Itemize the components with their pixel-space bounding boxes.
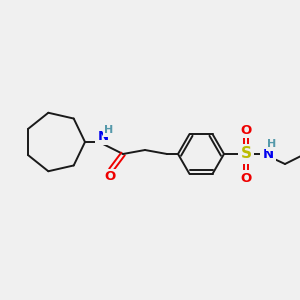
- Text: H: H: [104, 125, 114, 135]
- Text: N: N: [98, 130, 109, 143]
- Text: S: S: [241, 146, 251, 161]
- Text: O: O: [240, 124, 252, 136]
- Text: N: N: [262, 148, 274, 160]
- Text: O: O: [240, 172, 252, 184]
- Text: H: H: [267, 139, 277, 149]
- Text: O: O: [104, 170, 116, 184]
